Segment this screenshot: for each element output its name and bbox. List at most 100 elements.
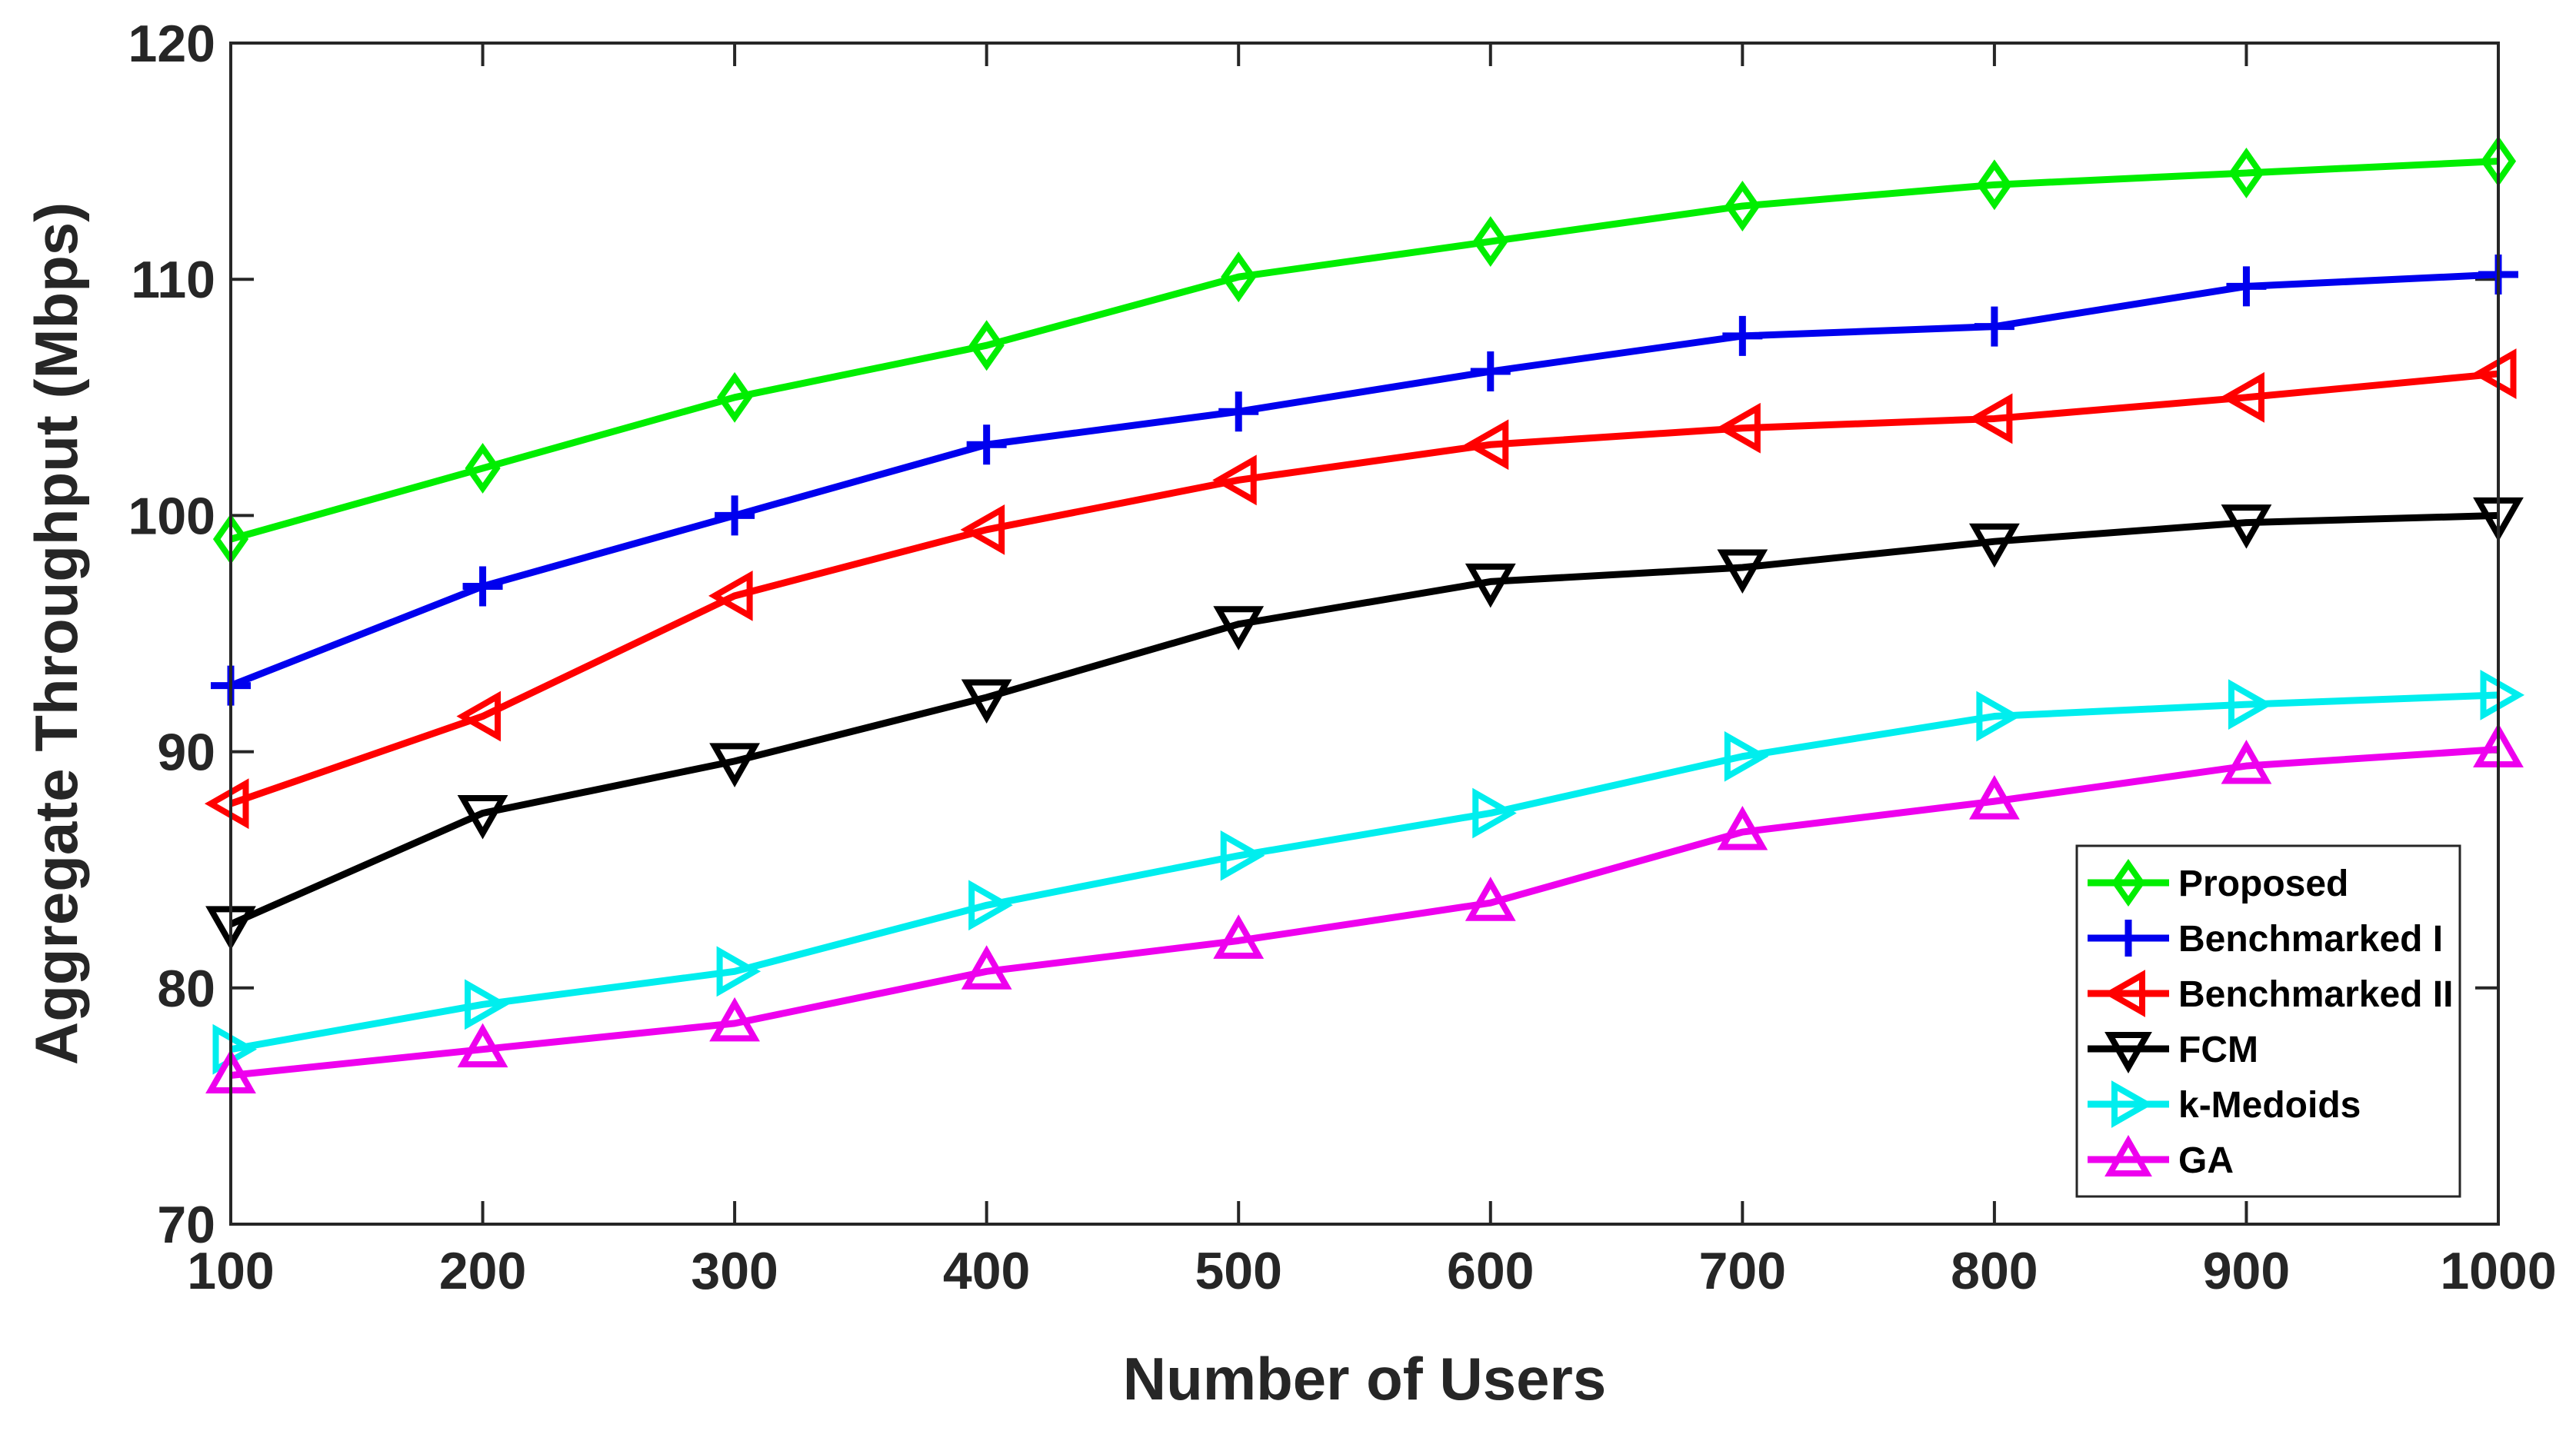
data-point [2228,679,2273,730]
series-k-medoids [212,669,2525,1075]
x-tick-label: 300 [691,1242,778,1300]
legend-marker [2104,1134,2152,1176]
legend: Proposed Benchmarked I Benchmarked II FCM k-… [2075,844,2461,1198]
data-point [1976,691,2021,742]
data-point [465,979,509,1030]
y-tick-label: 80 [157,960,215,1018]
data-point [1717,549,1768,594]
data-point [1968,775,2020,820]
data-point [1976,159,2012,211]
data-point [1472,216,1508,268]
series-fcm [205,497,2524,950]
data-point [2228,147,2264,198]
y-tick-label: 110 [131,251,215,309]
series-line [230,691,2499,1053]
series-line [229,271,2499,689]
data-point [1470,351,1511,392]
legend-marker [2103,970,2145,1017]
series-ga [205,723,2524,1093]
legend-marker [2110,920,2147,957]
legend-entry: GA [2088,1134,2234,1181]
data-point [1968,523,2020,568]
legend-label: GA [2178,1140,2234,1181]
data-point [457,794,508,840]
data-point [1974,306,2014,347]
series-line [229,370,2499,807]
series-proposed [212,135,2517,565]
data-point [709,997,761,1042]
data-point [1717,805,1768,850]
data-point [960,504,1005,555]
data-point [716,946,761,997]
data-point [1725,180,1761,231]
data-point [1220,830,1265,881]
legend-label: k-Medoids [2178,1085,2361,1126]
y-tick-label: 90 [157,724,215,782]
data-point [1716,402,1761,454]
legend-marker [2104,1032,2152,1074]
x-tick-label: 700 [1699,1242,1786,1300]
legend-label: Proposed [2178,864,2348,904]
data-point [2226,266,2267,307]
y-tick-label: 100 [128,487,215,545]
data-point [1724,730,1769,782]
data-point [1221,251,1257,303]
data-point [961,945,1012,990]
data-point [1464,419,1509,471]
data-point [465,442,501,494]
data-point [968,320,1005,371]
y-tick-label: 120 [128,15,215,73]
series-benchmarked-i [211,255,2518,706]
data-point [2220,371,2264,423]
x-tick-label: 200 [439,1242,526,1300]
legend-entry: Benchmarked II [2088,970,2453,1017]
data-point [2221,739,2272,784]
data-point [968,880,1013,931]
legend-marker [2111,859,2145,907]
legend-marker [2111,1080,2154,1128]
data-point [462,566,503,607]
x-tick-label: 600 [1447,1242,1534,1300]
legend-label: Benchmarked II [2178,974,2453,1015]
data-point [2480,669,2525,720]
data-point [708,570,753,621]
data-point [961,679,1012,724]
data-point [1212,454,1257,506]
legend-entry: Proposed [2088,859,2348,907]
x-axis-title: Number of Users [1123,1345,1607,1413]
series-benchmarked-ii [204,348,2517,830]
x-tick-label: 400 [943,1242,1030,1300]
data-point [1213,606,1265,651]
x-tick-label: 500 [1195,1242,1281,1300]
axis-ticks: 100 200 300 400 500 600 700 800 900 1000 70 80 90 100… [128,15,2557,1300]
data-point [966,424,1007,465]
data-point [1218,391,1259,432]
series-line [230,746,2499,1079]
x-tick-label: 900 [2203,1242,2290,1300]
series-line [229,158,2499,543]
data-point [1472,787,1517,839]
data-point [1213,914,1265,959]
series-line [229,511,2499,927]
data-point [709,743,761,787]
legend-box [2075,844,2461,1198]
x-tick-label: 1000 [2440,1242,2556,1300]
y-tick-label: 70 [157,1196,215,1254]
data-point [1722,315,1763,356]
x-tick-label: 100 [187,1242,274,1300]
data-point [1465,563,1516,608]
data-point [2471,348,2517,399]
legend-entry: FCM [2088,1030,2258,1074]
legend-entry: k-Medoids [2088,1080,2361,1128]
y-axis-title: Aggregate Throughput (Mbps) [22,202,90,1065]
plot-area-frame [229,42,2500,1226]
legend-label: FCM [2178,1030,2258,1070]
data-point [717,371,753,423]
legend-entry: Benchmarked I [2088,919,2443,960]
x-tick-label: 800 [1951,1242,2038,1300]
data-point [457,1023,508,1068]
data-point [204,778,249,830]
data-point [1968,393,2013,444]
